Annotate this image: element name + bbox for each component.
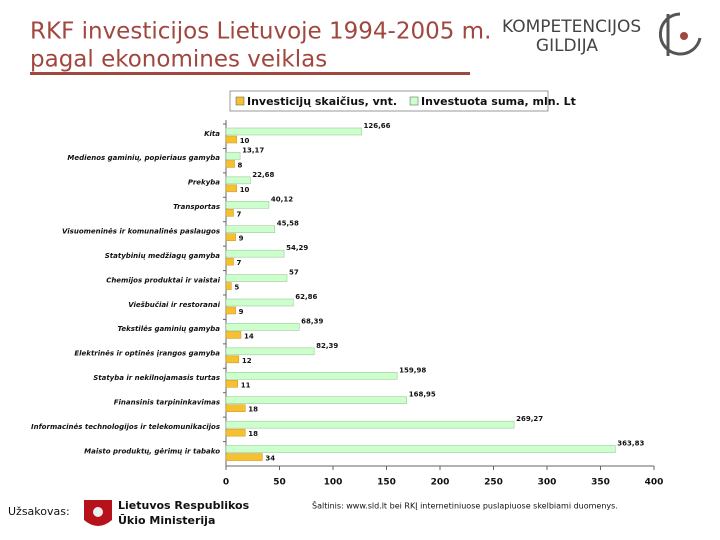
bar: [225, 201, 270, 209]
x-tick-label: 300: [538, 478, 557, 488]
category-label: Viešbučiai ir restoranai: [128, 301, 220, 309]
category-label: Prekyba: [188, 179, 220, 187]
bar: [225, 257, 234, 266]
value-label: 18: [248, 430, 258, 438]
ministry-emblem: [84, 500, 112, 526]
category-label: Chemijos produktai ir vaistai: [106, 276, 220, 284]
bar: [225, 127, 362, 136]
bar: [225, 372, 398, 380]
bar: [225, 249, 285, 258]
bar: [225, 355, 240, 364]
value-label: 14: [244, 332, 254, 340]
value-label: 159,98: [399, 366, 426, 374]
x-tick-label: 350: [591, 478, 610, 488]
category-label: Statybinių medžiagų gamyba: [105, 252, 221, 260]
source: Šaltinis: www.sld.lt bei RKĮ internetini…: [312, 500, 618, 511]
category-label: Informacinės technologijos ir telekomuni…: [31, 423, 220, 431]
bar: [225, 331, 242, 339]
client-name: Lietuvos Respublikos: [118, 499, 250, 512]
category-label: Transportas: [173, 203, 220, 211]
value-label: 18: [248, 406, 258, 414]
x-tick-label: 250: [484, 478, 503, 488]
title-rule: [30, 72, 470, 75]
bar: [225, 420, 515, 429]
bar: [225, 176, 251, 185]
bar: [225, 323, 300, 331]
bar: [225, 152, 241, 160]
value-label: 54,29: [286, 244, 308, 252]
legend-label: Investuota suma, mln. Lt: [421, 95, 576, 108]
value-label: 9: [239, 235, 244, 243]
value-label: 13,17: [242, 146, 264, 154]
value-label: 12: [242, 357, 252, 365]
bar: [225, 225, 276, 233]
category-label: Statyba ir nekilnojamasis turtas: [93, 374, 220, 382]
logo-mark: [658, 12, 702, 56]
bar: [225, 160, 235, 168]
value-label: 5: [234, 284, 239, 292]
value-label: 82,39: [316, 342, 338, 350]
value-label: 34: [265, 455, 275, 463]
x-tick-label: 400: [645, 478, 664, 488]
category-label: Elektrinės ir optinės įrangos gamyba: [74, 350, 220, 358]
bar: [225, 298, 294, 307]
value-label: 8: [238, 161, 243, 169]
client-label: Užsakovas:: [8, 505, 70, 518]
value-label: 269,27: [516, 415, 543, 423]
legend-label: Investicijų skaičius, vnt.: [247, 95, 397, 108]
bar: [225, 306, 236, 315]
bar: [225, 347, 315, 356]
value-label: 7: [236, 210, 241, 218]
legend-swatch: [409, 96, 419, 106]
logo-text: KOMPETENCIJOS: [502, 17, 641, 37]
bar: [225, 209, 234, 217]
x-tick-label: 50: [273, 478, 286, 488]
value-label: 11: [241, 381, 251, 389]
value-label: 68,39: [301, 317, 323, 325]
value-label: 40,12: [271, 195, 293, 203]
category-label: Tekstilės gaminių gamyba: [118, 325, 221, 333]
bar: [225, 380, 239, 388]
bar: [225, 135, 237, 144]
value-label: 57: [289, 269, 299, 277]
bar: [225, 282, 232, 290]
bar: [225, 404, 246, 412]
bar: [225, 233, 236, 241]
value-label: 9: [239, 308, 244, 316]
bar: [225, 428, 246, 437]
x-tick-label: 100: [324, 478, 343, 488]
x-tick-label: 0: [223, 478, 229, 488]
category-label: Medienos gaminių, popieriaus gamyba: [67, 154, 220, 162]
title: RKF investicijos Lietuvoje 1994-2005 m.: [30, 19, 491, 45]
value-label: 126,66: [364, 122, 391, 130]
legend-swatch: [235, 96, 245, 106]
category-label: Maisto produktų, gėrimų ir tabako: [84, 447, 220, 455]
legend-box: [229, 90, 549, 112]
category-label: Finansinis tarpininkavimas: [114, 398, 220, 406]
value-label: 62,86: [295, 293, 317, 301]
bar: [225, 453, 263, 461]
bar: [225, 274, 288, 282]
value-label: 363,83: [617, 440, 644, 448]
bar: [225, 445, 616, 453]
value-label: 10: [240, 186, 250, 194]
value-label: 22,68: [252, 171, 274, 179]
logo-text: GILDIJA: [536, 36, 598, 56]
category-label: Visuomeninės ir komunalinės paslaugos: [62, 227, 220, 235]
value-label: 7: [236, 259, 241, 267]
value-label: 168,95: [409, 391, 436, 399]
bar: [225, 396, 408, 404]
title: pagal ekonomines veiklas: [30, 47, 327, 73]
x-tick-label: 200: [431, 478, 450, 488]
category-label: Kita: [204, 130, 220, 138]
value-label: 10: [240, 137, 250, 145]
value-label: 45,58: [277, 220, 299, 228]
client-name: Ūkio Ministerija: [118, 514, 215, 527]
x-tick-label: 150: [377, 478, 396, 488]
bar: [225, 184, 237, 193]
